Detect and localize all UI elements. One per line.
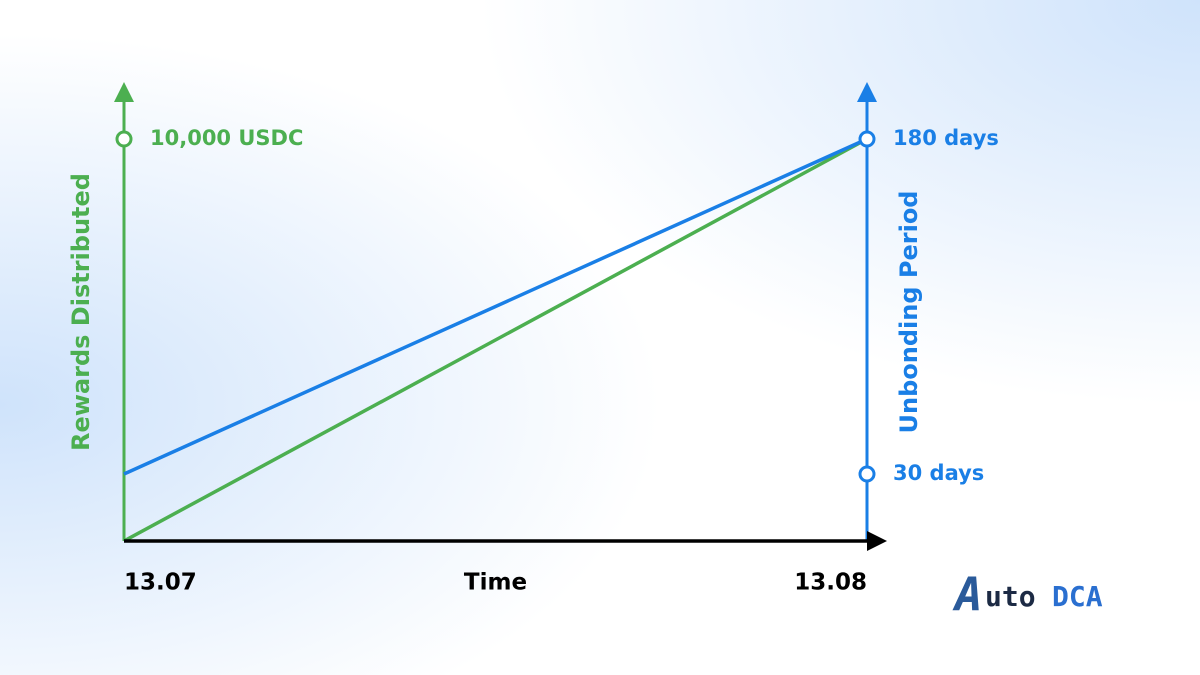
logo: A uto DCA [952, 568, 1103, 622]
y-axis-title: Rewards Distributed [67, 173, 95, 451]
tick-mark [115, 130, 133, 148]
y-axis-arrow [114, 82, 134, 102]
y2-tick-label: 30 days [893, 461, 984, 485]
tick-mark [858, 130, 876, 148]
x-axis-arrow [867, 531, 887, 551]
y-tick-label: 10,000 USDC [150, 126, 303, 150]
tick-mark [858, 465, 876, 483]
y2-axis-title: Unbonding Period [895, 191, 923, 434]
series-line [123, 137, 868, 476]
x-axis-title: Time [464, 570, 527, 596]
y2-tick-label: 180 days [893, 126, 999, 150]
logo-accent: DCA [1052, 580, 1103, 613]
logo-initial: A [952, 568, 983, 622]
x-tick-label: 13.08 [794, 570, 867, 596]
logo-text: uto [985, 580, 1036, 613]
y2-axis-arrow [857, 82, 877, 102]
x-tick-label: 13.07 [124, 570, 197, 596]
series-line [123, 137, 868, 543]
